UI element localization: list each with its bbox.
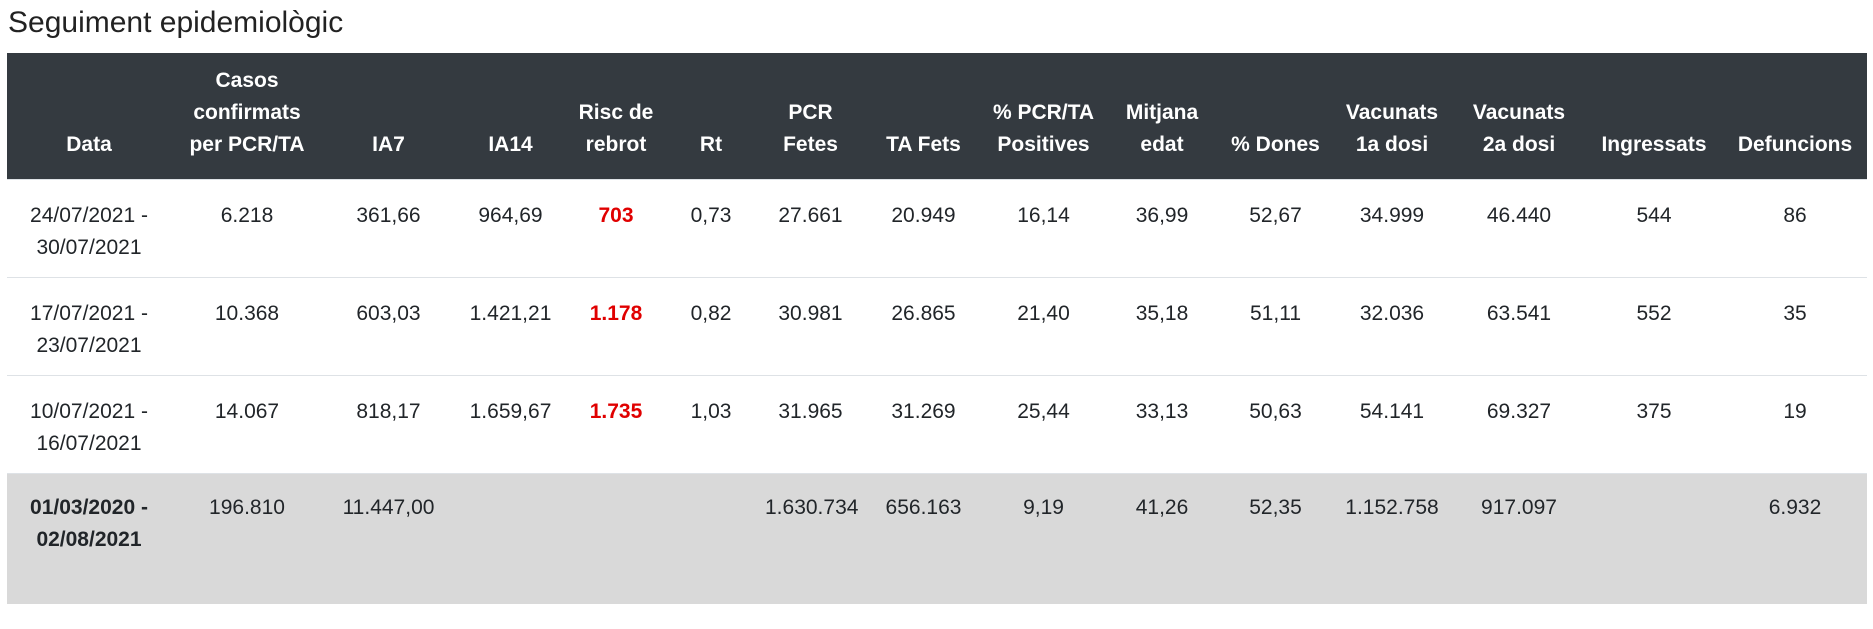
table-cell: 35 bbox=[1723, 277, 1867, 376]
empty-cell bbox=[665, 473, 757, 604]
table-cell: 19 bbox=[1723, 375, 1867, 474]
table-cell: 703 bbox=[567, 179, 665, 278]
total-cell: 656.163 bbox=[864, 473, 983, 604]
total-cell: 01/03/2020 - 02/08/2021 bbox=[7, 473, 171, 604]
table-cell: 552 bbox=[1585, 277, 1723, 376]
column-header: IA7 bbox=[323, 53, 454, 180]
table-cell: 1,03 bbox=[665, 375, 757, 474]
total-cell: 41,26 bbox=[1104, 473, 1220, 604]
total-cell: 917.097 bbox=[1453, 473, 1585, 604]
table-cell: 30.981 bbox=[757, 277, 864, 376]
total-cell: 52,35 bbox=[1220, 473, 1331, 604]
column-header: Casos confirmats per PCR/TA bbox=[171, 53, 323, 180]
table-cell: 544 bbox=[1585, 179, 1723, 278]
table-cell: 25,44 bbox=[983, 375, 1104, 474]
total-cell: 6.932 bbox=[1723, 473, 1867, 604]
table-cell: 375 bbox=[1585, 375, 1723, 474]
table-cell: 24/07/2021 - 30/07/2021 bbox=[7, 179, 171, 278]
table-cell: 818,17 bbox=[323, 375, 454, 474]
table-cell: 33,13 bbox=[1104, 375, 1220, 474]
table-cell: 6.218 bbox=[171, 179, 323, 278]
table-row: 10/07/2021 - 16/07/2021 14.067 818,17 1.659… bbox=[7, 375, 1867, 474]
table-cell: 27.661 bbox=[757, 179, 864, 278]
column-header: IA14 bbox=[454, 53, 567, 180]
total-cell: 1.630.734 bbox=[757, 473, 864, 604]
total-cell: 1.152.758 bbox=[1331, 473, 1453, 604]
total-cell: 11.447,00 bbox=[323, 473, 454, 604]
column-header: Risc de rebrot bbox=[567, 53, 665, 180]
column-header: Vacunats 1a dosi bbox=[1331, 53, 1453, 180]
empty-cell bbox=[454, 473, 567, 604]
total-cell: 9,19 bbox=[983, 473, 1104, 604]
table-cell: 21,40 bbox=[983, 277, 1104, 376]
table-cell: 69.327 bbox=[1453, 375, 1585, 474]
column-header: % PCR/TA Positives bbox=[983, 53, 1104, 180]
table-cell: 63.541 bbox=[1453, 277, 1585, 376]
table-cell: 603,03 bbox=[323, 277, 454, 376]
empty-cell bbox=[567, 473, 665, 604]
page-title: Seguiment epidemiològic bbox=[8, 6, 344, 39]
column-header: Defuncions bbox=[1723, 53, 1867, 180]
table-row: 24/07/2021 - 30/07/2021 6.218 361,66 964,69… bbox=[7, 179, 1867, 278]
table-cell: 17/07/2021 - 23/07/2021 bbox=[7, 277, 171, 376]
column-header: TA Fets bbox=[864, 53, 983, 180]
table-cell: 361,66 bbox=[323, 179, 454, 278]
table-cell: 1.659,67 bbox=[454, 375, 567, 474]
table-cell: 50,63 bbox=[1220, 375, 1331, 474]
table-cell: 35,18 bbox=[1104, 277, 1220, 376]
column-header: Ingressats bbox=[1585, 53, 1723, 180]
table-cell: 20.949 bbox=[864, 179, 983, 278]
table-cell: 31.269 bbox=[864, 375, 983, 474]
total-cell: 196.810 bbox=[171, 473, 323, 604]
header-row: Data Casos confirmats per PCR/TA IA7 IA14 Ri… bbox=[7, 53, 1867, 180]
table-cell: 0,73 bbox=[665, 179, 757, 278]
table-cell: 16,14 bbox=[983, 179, 1104, 278]
table-cell: 34.999 bbox=[1331, 179, 1453, 278]
table-cell: 1.735 bbox=[567, 375, 665, 474]
empty-cell bbox=[1585, 473, 1723, 604]
total-row: 01/03/2020 - 02/08/2021 196.810 11.447,00 1… bbox=[7, 473, 1867, 604]
table-row: 17/07/2021 - 23/07/2021 10.368 603,03 1.421… bbox=[7, 277, 1867, 376]
table-cell: 51,11 bbox=[1220, 277, 1331, 376]
table-cell: 10/07/2021 - 16/07/2021 bbox=[7, 375, 171, 474]
table-cell: 86 bbox=[1723, 179, 1867, 278]
table-cell: 1.178 bbox=[567, 277, 665, 376]
table-cell: 1.421,21 bbox=[454, 277, 567, 376]
table-cell: 964,69 bbox=[454, 179, 567, 278]
column-header: Vacunats 2a dosi bbox=[1453, 53, 1585, 180]
column-header: Mitjana edat bbox=[1104, 53, 1220, 180]
table-cell: 26.865 bbox=[864, 277, 983, 376]
column-header: Rt bbox=[665, 53, 757, 180]
table-cell: 54.141 bbox=[1331, 375, 1453, 474]
table-cell: 14.067 bbox=[171, 375, 323, 474]
table-cell: 36,99 bbox=[1104, 179, 1220, 278]
table-cell: 52,67 bbox=[1220, 179, 1331, 278]
table-cell: 31.965 bbox=[757, 375, 864, 474]
column-header: Data bbox=[7, 53, 171, 180]
data-table: Data Casos confirmats per PCR/TA IA7 IA14 Ri… bbox=[7, 53, 1867, 604]
table-cell: 0,82 bbox=[665, 277, 757, 376]
column-header: PCR Fetes bbox=[757, 53, 864, 180]
column-header: % Dones bbox=[1220, 53, 1331, 180]
table-cell: 46.440 bbox=[1453, 179, 1585, 278]
table-cell: 32.036 bbox=[1331, 277, 1453, 376]
table-cell: 10.368 bbox=[171, 277, 323, 376]
